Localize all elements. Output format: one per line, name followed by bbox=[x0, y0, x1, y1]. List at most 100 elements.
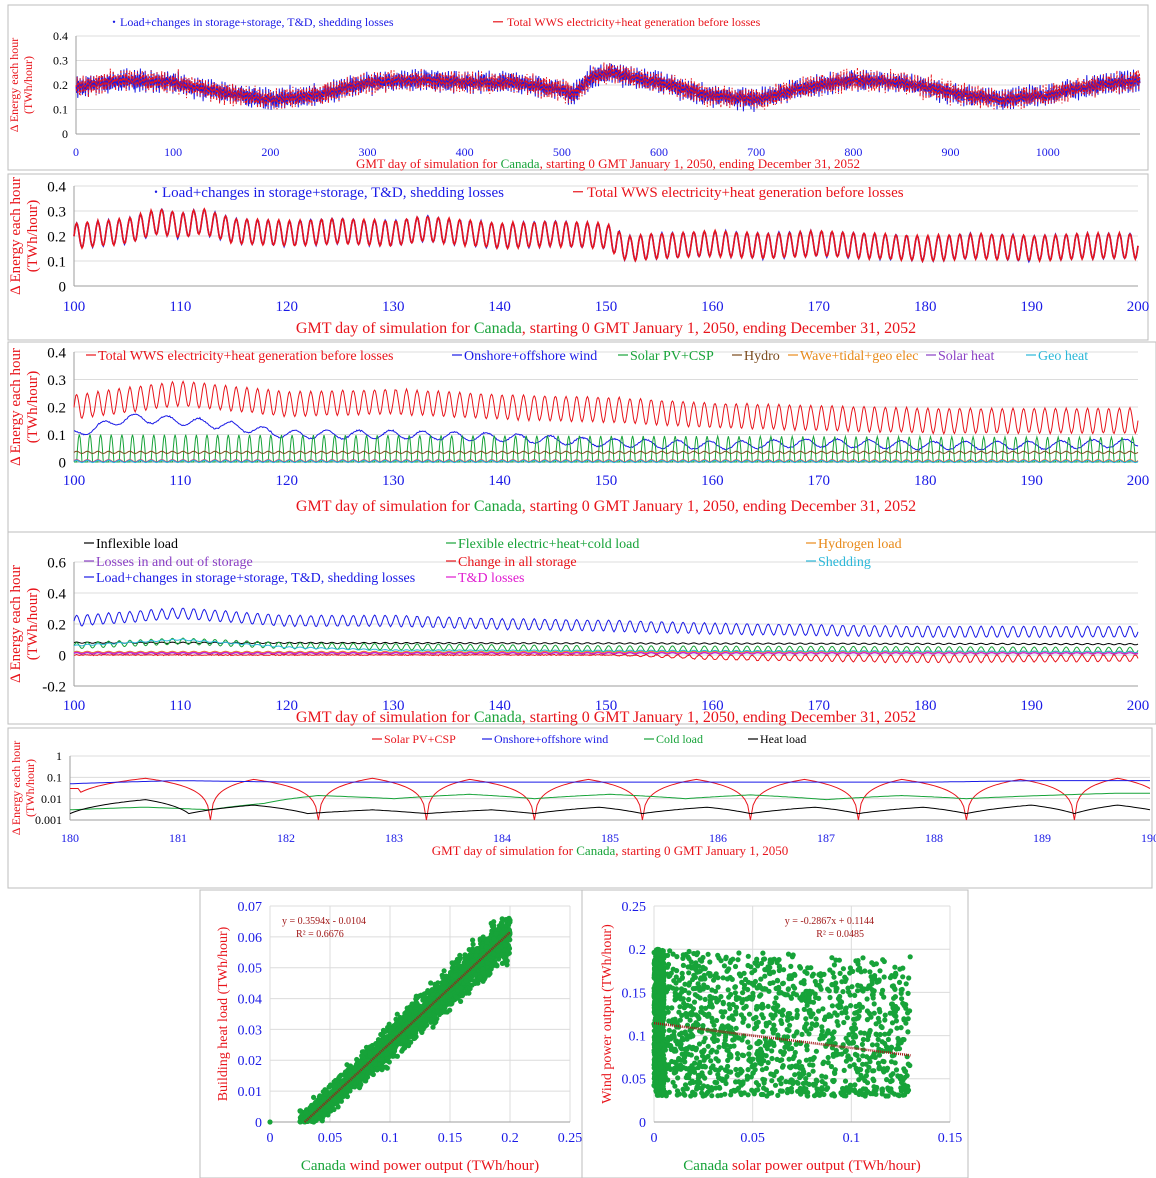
scatter-point bbox=[856, 1001, 863, 1007]
scatter-point bbox=[902, 1092, 908, 1098]
scatter-point bbox=[905, 1061, 911, 1067]
scatter-point bbox=[379, 1047, 385, 1054]
scatter-point bbox=[462, 954, 468, 960]
scatter-point bbox=[795, 1088, 801, 1094]
scatter-point bbox=[888, 1059, 895, 1065]
scatter-point bbox=[470, 937, 476, 943]
scatter-point bbox=[653, 1004, 659, 1010]
x-tick-label: 190 bbox=[1020, 473, 1043, 489]
scatter-point bbox=[347, 1072, 353, 1078]
scatter-point bbox=[375, 1066, 381, 1072]
legend-label: Shedding bbox=[818, 555, 871, 570]
legend-label: Hydrogen load bbox=[818, 537, 902, 552]
scatter-point bbox=[694, 1055, 700, 1061]
scatter-point bbox=[884, 1077, 890, 1083]
scatter-point bbox=[803, 1086, 809, 1092]
scatter-point bbox=[769, 957, 775, 963]
x-tick-label: 110 bbox=[169, 299, 191, 315]
y-tick-label: 0.04 bbox=[238, 992, 263, 1007]
scatter-point bbox=[888, 1044, 895, 1050]
scatter-point bbox=[803, 1080, 809, 1086]
scatter-point bbox=[421, 994, 427, 1000]
scatter-point bbox=[849, 984, 855, 990]
scatter-point bbox=[786, 1056, 792, 1062]
scatter-point bbox=[861, 1030, 868, 1036]
scatter-point bbox=[686, 990, 692, 996]
scatter-point bbox=[745, 953, 751, 959]
scatter-point bbox=[771, 1022, 777, 1028]
scatter-point bbox=[499, 935, 505, 941]
scatter-point bbox=[332, 1097, 338, 1103]
scatter-point bbox=[872, 973, 878, 979]
y-tick-label: 0.06 bbox=[238, 931, 263, 946]
series-line bbox=[73, 450, 1139, 455]
x-label-part: solar power output (TWh/hour) bbox=[728, 1158, 920, 1174]
scatter-point bbox=[739, 1037, 745, 1043]
y-tick-label: 0.03 bbox=[238, 1023, 263, 1038]
scatter-point bbox=[691, 999, 698, 1005]
x-tick-label: 110 bbox=[169, 473, 191, 489]
scatter-point bbox=[506, 945, 513, 952]
scatter-point bbox=[841, 1067, 847, 1073]
scatter-point bbox=[711, 1022, 717, 1028]
scatter-point bbox=[801, 978, 807, 984]
x-label-part: GMT day of simulation for bbox=[432, 843, 577, 858]
scatter-point bbox=[733, 1079, 739, 1085]
scatter-point bbox=[347, 1063, 354, 1069]
scatter-point bbox=[806, 1072, 812, 1078]
scatter-point bbox=[470, 941, 476, 947]
scatter-point bbox=[720, 1009, 726, 1015]
scatter-point bbox=[728, 1025, 734, 1031]
y-label-line: (TWh/hour) bbox=[25, 588, 41, 660]
scatter-point bbox=[879, 991, 885, 997]
scatter-point bbox=[694, 969, 700, 975]
scatter-point bbox=[755, 1087, 761, 1093]
scatter-point bbox=[267, 1119, 273, 1125]
scatter-point bbox=[871, 1001, 877, 1007]
legend-marker bbox=[154, 190, 158, 193]
scatter-point bbox=[682, 1092, 688, 1098]
scatter-point bbox=[877, 1031, 883, 1038]
scatter-point bbox=[390, 1026, 396, 1032]
scatter-point bbox=[842, 1088, 848, 1094]
y-tick-label: 0.01 bbox=[238, 1085, 263, 1100]
scatter-point bbox=[829, 982, 835, 988]
scatter-point bbox=[893, 972, 899, 978]
x-tick-label: 700 bbox=[747, 145, 765, 159]
scatter-point bbox=[873, 1021, 879, 1027]
scatter-point bbox=[701, 1057, 707, 1063]
scatter-point bbox=[663, 988, 670, 994]
scatter-point bbox=[905, 1083, 911, 1089]
series-line bbox=[73, 607, 1139, 639]
scatter-point bbox=[739, 979, 745, 986]
chart-frame bbox=[7, 4, 1149, 171]
scatter-point bbox=[660, 1085, 666, 1091]
x-tick-label: 200 bbox=[1127, 473, 1150, 489]
scatter-point bbox=[867, 969, 873, 975]
scatter-point bbox=[506, 927, 512, 933]
x-tick-label: 182 bbox=[277, 831, 295, 845]
scatter-point bbox=[413, 999, 419, 1006]
scatter-point bbox=[325, 1103, 331, 1109]
scatter-point bbox=[851, 1021, 858, 1027]
scatter-point bbox=[692, 992, 698, 998]
scatter-point bbox=[692, 1091, 698, 1097]
scatter-point bbox=[658, 1026, 664, 1032]
scatter-point bbox=[779, 1057, 785, 1063]
scatter-point bbox=[686, 970, 692, 976]
scatter-point bbox=[830, 1035, 836, 1041]
scatter-point bbox=[666, 1027, 672, 1033]
scatter-point bbox=[737, 1079, 743, 1086]
scatter-point bbox=[665, 984, 671, 990]
scatter-point bbox=[870, 1076, 876, 1082]
scatter-point bbox=[327, 1108, 333, 1114]
scatter-point bbox=[690, 1022, 697, 1029]
scatter-point bbox=[751, 1091, 757, 1097]
y-tick-label: 0.15 bbox=[622, 986, 647, 1001]
scatter-point bbox=[739, 1068, 745, 1074]
scatter-point bbox=[483, 944, 489, 950]
scatter-point bbox=[762, 967, 768, 973]
scatter-point bbox=[677, 1039, 683, 1045]
